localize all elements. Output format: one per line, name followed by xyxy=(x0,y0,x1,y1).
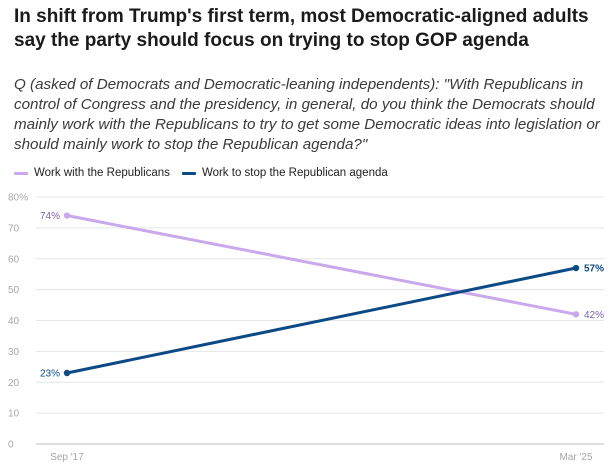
x-tick-label: Mar '25 xyxy=(559,452,592,463)
data-label: 57% xyxy=(584,264,604,275)
data-point xyxy=(572,311,580,318)
y-tick-label: 70 xyxy=(8,223,20,234)
data-point xyxy=(572,264,580,272)
legend-swatch-work-with xyxy=(14,171,28,175)
data-label: 42% xyxy=(584,310,604,321)
legend-label-work-with: Work with the Republicans xyxy=(34,167,170,179)
y-tick-label: 40 xyxy=(8,316,20,327)
legend-item-work-to-stop: Work to stop the Republican agenda xyxy=(181,167,388,179)
y-tick-label: 80% xyxy=(8,193,28,204)
legend-swatch-work-to-stop xyxy=(181,171,196,175)
y-tick-label: 0 xyxy=(8,440,14,451)
data-point xyxy=(63,369,71,377)
legend-label-work-to-stop: Work to stop the Republican agenda xyxy=(201,167,388,179)
series-line xyxy=(65,214,578,316)
y-tick-label: 60 xyxy=(8,254,20,265)
line-chart: 0 10 20 30 40 50 60 70 80% Sep '17 Mar '25 74% 42% 23… xyxy=(8,193,604,464)
y-tick-label: 50 xyxy=(8,285,20,296)
y-tick-label: 10 xyxy=(8,409,20,420)
data-label: 74% xyxy=(40,211,60,222)
legend: Work with the Republicans Work to stop t… xyxy=(14,164,400,182)
x-tick-label: Sep '17 xyxy=(50,452,84,463)
chart-subtitle: Q (asked of Democrats and Democratic-lea… xyxy=(14,76,600,153)
y-tick-label: 30 xyxy=(8,347,20,358)
series-line xyxy=(65,266,578,375)
data-label: 23% xyxy=(40,368,60,379)
y-tick-label: 20 xyxy=(8,378,20,389)
data-point xyxy=(63,212,71,219)
legend-item-work-with: Work with the Republicans xyxy=(14,167,170,179)
chart-title: In shift from Trump's first term, most D… xyxy=(14,6,589,51)
